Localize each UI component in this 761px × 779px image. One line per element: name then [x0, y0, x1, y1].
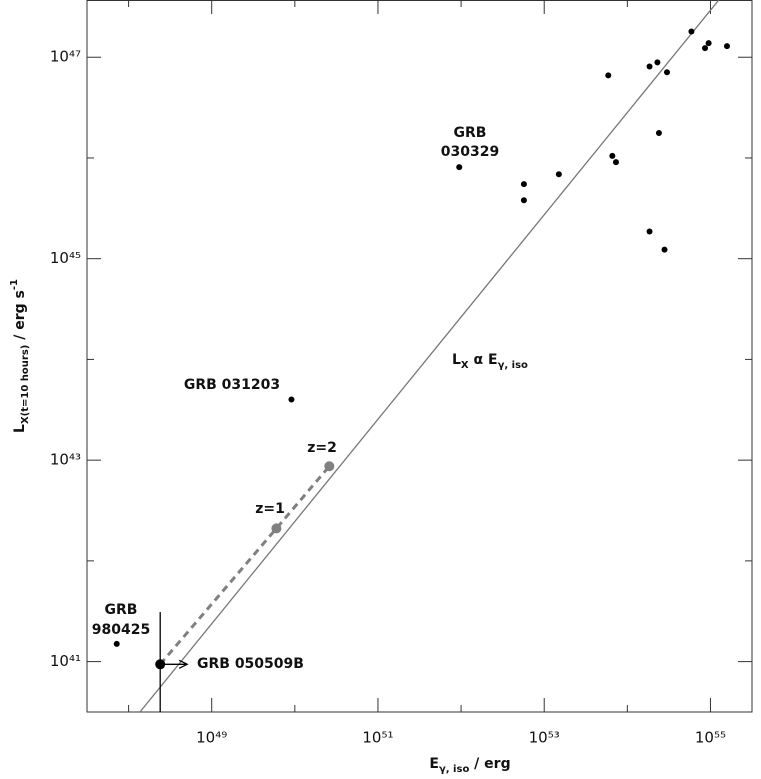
plot-area	[113, 0, 730, 712]
x-tick-label: 10⁵³	[529, 729, 560, 747]
data-point	[555, 171, 562, 178]
data-point	[520, 181, 527, 188]
fit-label: LX α Eγ, iso	[452, 352, 528, 371]
fit-label-part: L	[452, 352, 461, 368]
annotation: z=1	[255, 501, 285, 517]
annotation: z=2	[307, 440, 337, 456]
y-axis-title-sub: X(t=10 hours)	[20, 345, 31, 424]
y-tick-label: 10⁴¹	[50, 652, 81, 670]
data-point	[661, 246, 668, 253]
fit-label-sub: γ, iso	[498, 360, 528, 371]
data-point	[288, 396, 295, 403]
data-point	[646, 228, 653, 235]
data-point	[655, 129, 662, 136]
data-point	[646, 63, 653, 70]
data-point	[324, 461, 335, 472]
x-tick-label: 10⁴⁹	[196, 729, 227, 747]
data-point	[688, 28, 695, 35]
data-point	[456, 164, 463, 171]
x-axis-title: Eγ, iso / erg	[429, 756, 510, 775]
annotation: GRB	[454, 125, 487, 141]
plot-frame	[86, 0, 753, 713]
y-axis-title: LX(t=10 hours) / erg s-1	[9, 279, 31, 433]
data-point	[705, 40, 712, 47]
data-point	[271, 523, 282, 534]
y-axis-title-sup: -1	[9, 279, 20, 290]
redshift-track	[159, 465, 331, 666]
fit-line	[139, 0, 720, 712]
annotation: GRB 050509B	[197, 656, 304, 672]
x-axis-title-sub: γ, iso	[439, 764, 469, 775]
y-tick-label: 10⁴⁵	[50, 249, 81, 267]
fit-label-sub: X	[461, 360, 469, 371]
annotation: GRB 031203	[184, 377, 280, 393]
y-tick-label: 10⁴³	[50, 451, 81, 469]
annotation: 980425	[92, 622, 150, 638]
annotation: 030329	[441, 144, 499, 160]
data-point	[663, 69, 670, 76]
annotation: GRB	[105, 602, 138, 618]
data-point	[520, 197, 527, 204]
x-axis-title-part: / erg	[469, 756, 510, 772]
data-point	[612, 159, 619, 166]
data-point	[155, 659, 166, 670]
x-axis-title-part: E	[429, 756, 439, 772]
x-tick-label: 10⁵⁵	[695, 729, 726, 747]
data-point	[113, 640, 120, 647]
y-tick-label: 10⁴⁷	[50, 48, 81, 66]
data-point	[609, 152, 616, 159]
data-point	[605, 72, 612, 79]
x-tick-label: 10⁵¹	[362, 729, 393, 747]
fit-label-part: α E	[469, 352, 498, 368]
y-axis-title-part: / erg s	[12, 290, 28, 345]
data-point	[723, 43, 730, 50]
y-axis-title-part: L	[12, 424, 28, 433]
data-point	[702, 45, 709, 52]
data-point	[654, 59, 661, 66]
